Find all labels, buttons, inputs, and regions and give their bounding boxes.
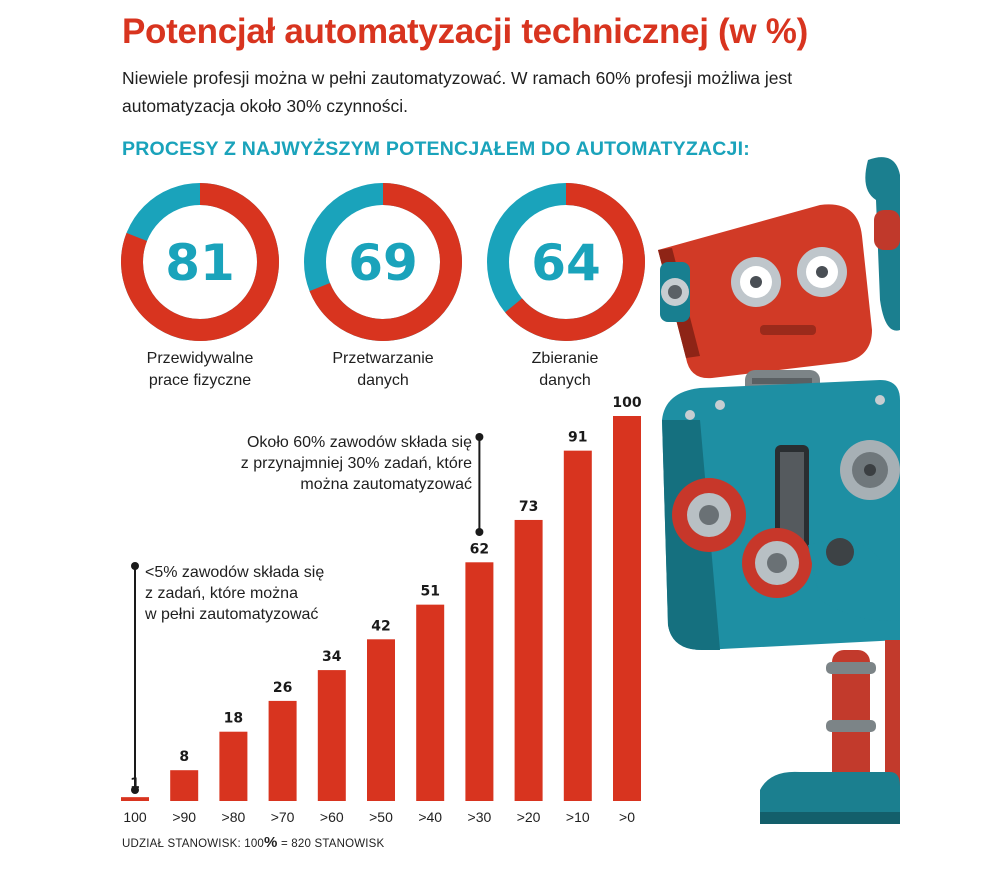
tick-label-4: >60 [320,809,344,825]
robot-arm-back [865,157,900,331]
robot-arm-front [672,478,900,621]
bar-4 [317,670,346,801]
donut-segment-2 [505,183,645,341]
bar-value-3: 26 [273,680,292,696]
bar-8 [514,519,543,801]
donut-1: 69 [304,183,462,341]
footnote: UDZIAŁ STANOWISK: 100% = 820 STANOWISK [122,834,385,851]
bar-value-8: 73 [519,499,538,515]
tick-label-10: >0 [619,809,635,825]
tick-label-8: >20 [517,809,541,825]
donut-segment-0 [121,183,279,341]
bar-3 [268,700,297,801]
annotation-left-dot-bottom [131,786,139,794]
section-title: PROCESY Z NAJWYŻSZYM POTENCJAŁEM DO AUTO… [122,138,750,160]
annotation-right: Około 60% zawodów składa się z przynajmn… [240,434,472,493]
tick-label-6: >40 [418,809,442,825]
annotation-left-dot-top [131,562,139,570]
bar-6 [416,604,445,801]
donut-0: 81 [121,183,279,341]
bar-value-9: 91 [568,430,587,446]
bar-9 [563,450,592,801]
tick-label-0: 100 [123,809,147,825]
tick-label-7: >30 [468,809,492,825]
bar-10 [613,416,641,801]
robot-head [658,204,872,379]
bar-value-7: 62 [470,541,489,557]
donut-value-2: 64 [531,234,601,292]
donut-value-0: 81 [165,234,235,292]
donut-label-2: Zbieranie danych [531,350,599,389]
donut-segment-1 [309,183,462,341]
bar-0 [121,797,149,801]
page-subtitle: Niewiele profesji można w pełni zautomat… [122,68,793,116]
donut-2: 64 [487,183,645,341]
donut-charts: 81 69 64 [121,183,645,341]
annotation-right-dot-top [475,433,484,441]
tick-label-2: >80 [222,809,246,825]
donut-label-0: Przewidywalne prace fizyczne [146,350,254,389]
bar-value-10: 100 [612,395,641,411]
annotation-right-dot-bottom [475,528,484,536]
annotation-left: <5% zawodów składa się z zadań, które mo… [145,564,325,623]
donut-label-1: Przetwarzanie danych [332,350,434,389]
bar-7 [465,562,494,801]
bar-value-6: 51 [420,584,439,600]
bar-value-2: 18 [224,711,243,727]
tick-label-1: >90 [172,809,196,825]
bars-group: 11008>9018>8026>7034>6042>5051>4062>3073… [121,395,642,825]
bar-value-4: 34 [322,649,342,665]
robot-legs [760,640,900,824]
tick-label-3: >70 [271,809,295,825]
tick-label-9: >10 [566,809,590,825]
bar-value-5: 42 [371,618,390,634]
bar-value-1: 8 [179,749,189,765]
tick-label-5: >50 [369,809,393,825]
bar-1 [170,770,199,801]
bar-5 [367,639,395,801]
page-title: Potencjał automatyzacji technicznej (w %… [122,12,808,51]
bar-2 [219,731,248,801]
donut-value-1: 69 [348,234,418,292]
